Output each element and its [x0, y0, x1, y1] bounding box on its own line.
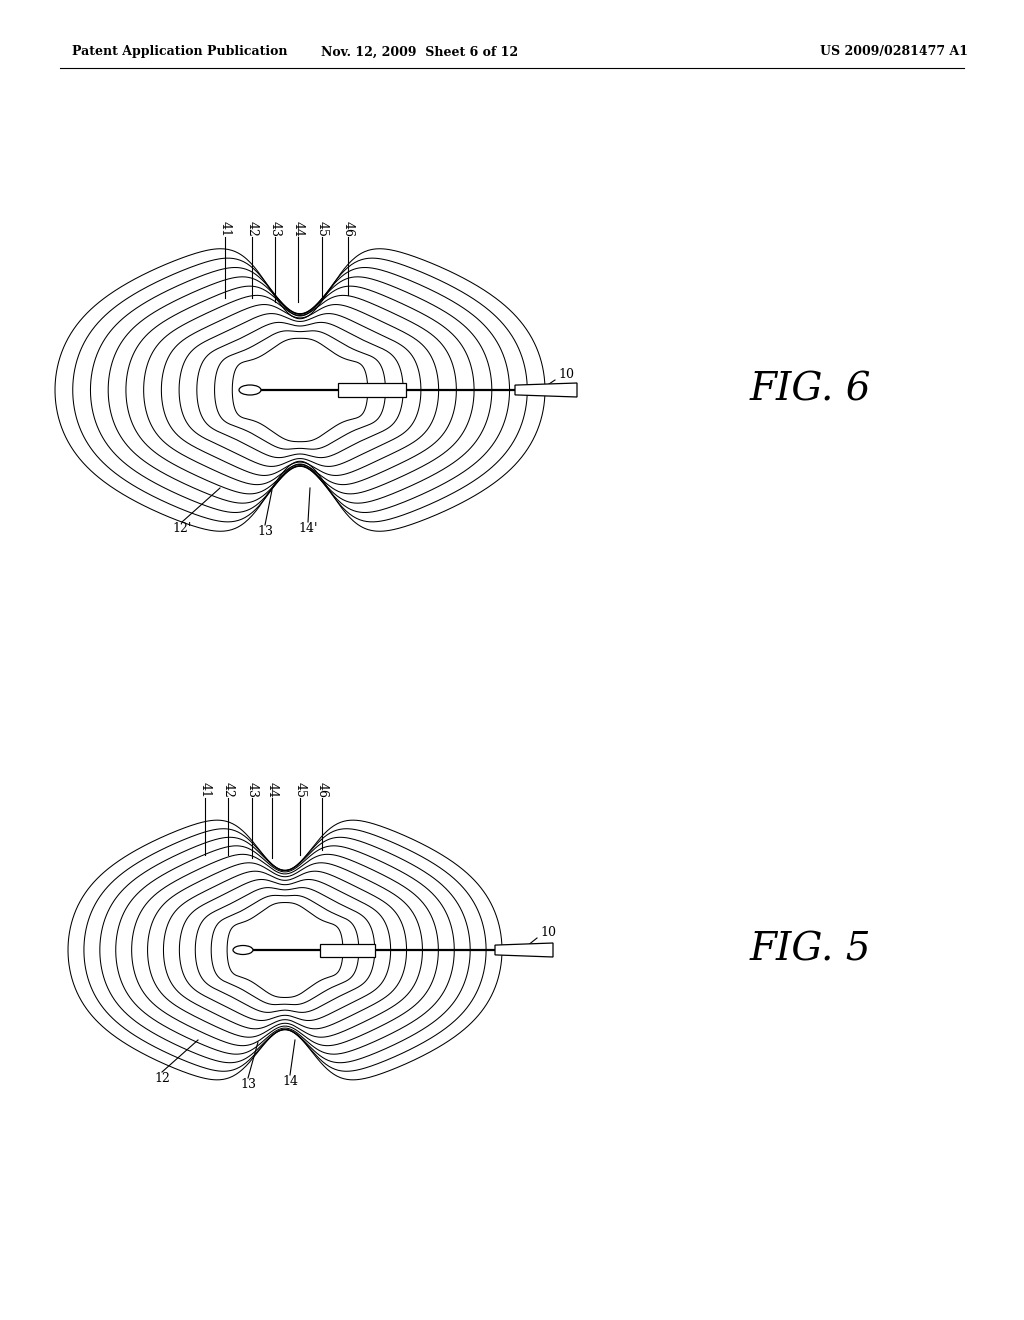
Text: 46: 46: [341, 220, 354, 238]
Text: 14: 14: [282, 1074, 298, 1088]
Text: 12: 12: [154, 1072, 170, 1085]
Text: Nov. 12, 2009  Sheet 6 of 12: Nov. 12, 2009 Sheet 6 of 12: [322, 45, 518, 58]
Text: 45: 45: [315, 222, 329, 238]
Text: 41: 41: [199, 781, 212, 799]
Text: 44: 44: [292, 220, 304, 238]
Text: 44: 44: [265, 781, 279, 799]
Polygon shape: [495, 942, 553, 957]
Text: 13: 13: [240, 1078, 256, 1092]
Text: 10: 10: [558, 367, 574, 380]
Text: 41: 41: [218, 220, 231, 238]
Text: 46: 46: [315, 781, 329, 799]
Text: 43: 43: [268, 220, 282, 238]
Bar: [319, 944, 375, 957]
Text: 13: 13: [257, 525, 273, 539]
Ellipse shape: [233, 945, 253, 954]
Bar: [338, 383, 406, 397]
Text: Patent Application Publication: Patent Application Publication: [72, 45, 288, 58]
Text: 42: 42: [246, 222, 258, 238]
Text: 42: 42: [221, 783, 234, 799]
Text: 14': 14': [298, 521, 317, 535]
Ellipse shape: [239, 385, 261, 395]
Polygon shape: [515, 383, 577, 397]
Text: 10: 10: [540, 925, 556, 939]
Text: US 2009/0281477 A1: US 2009/0281477 A1: [820, 45, 968, 58]
Text: 45: 45: [294, 783, 306, 799]
Text: 12': 12': [172, 521, 191, 535]
Text: 43: 43: [246, 781, 258, 799]
Text: FIG. 5: FIG. 5: [750, 932, 871, 969]
Text: FIG. 6: FIG. 6: [750, 371, 871, 408]
